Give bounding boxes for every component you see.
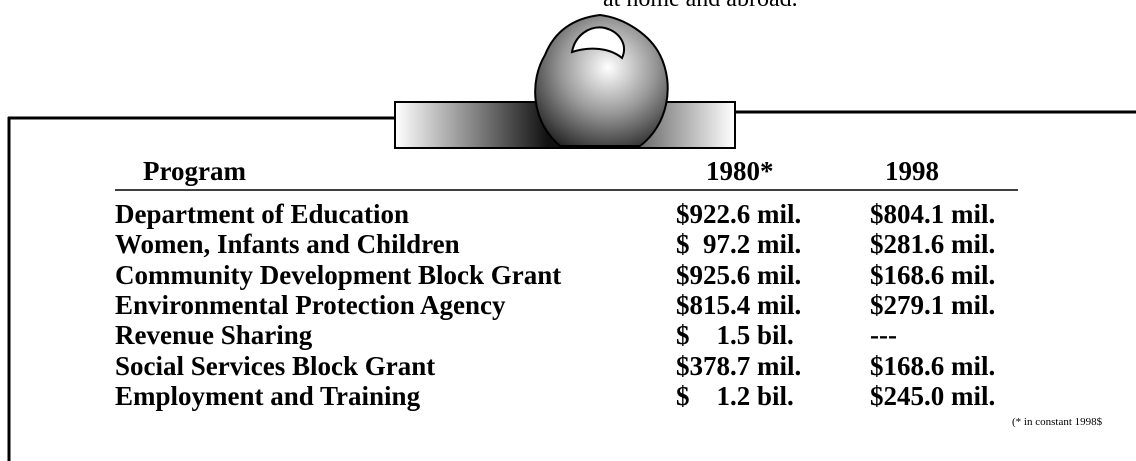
column-header: 1980* xyxy=(706,156,774,187)
header-text: at home and abroad. xyxy=(603,0,798,13)
footnote: (* in constant 1998$ xyxy=(1012,416,1102,428)
value-1980: $ 1.5 bil. xyxy=(676,320,794,350)
value-1980: $922.6 mil. xyxy=(676,199,801,229)
value-1998: $168.6 mil. xyxy=(870,351,995,381)
value-1980: $378.7 mil. xyxy=(676,351,801,381)
value-1980: $815.4 mil. xyxy=(676,290,801,320)
column-header: 1998 xyxy=(885,156,939,187)
value-1998: $281.6 mil. xyxy=(870,229,995,259)
value-1998: $279.1 mil. xyxy=(870,290,995,320)
column-header: Program xyxy=(143,156,246,187)
program-name: Environmental Protection Agency xyxy=(115,290,505,320)
value-1998: --- xyxy=(870,320,897,350)
value-1998: $168.6 mil. xyxy=(870,260,995,290)
program-name: Employment and Training xyxy=(115,381,420,411)
program-name: Revenue Sharing xyxy=(115,320,312,350)
page: at home and abroad. Program 1980* 1998 D… xyxy=(0,0,1136,461)
program-name: Community Development Block Grant xyxy=(115,260,561,290)
program-name: Social Services Block Grant xyxy=(115,351,435,381)
value-1980: $ 97.2 mil. xyxy=(676,229,801,259)
value-1980: $925.6 mil. xyxy=(676,260,801,290)
value-1980: $ 1.2 bil. xyxy=(676,381,794,411)
value-1998: $245.0 mil. xyxy=(870,381,995,411)
value-1998: $804.1 mil. xyxy=(870,199,995,229)
program-name: Women, Infants and Children xyxy=(115,229,460,259)
program-name: Department of Education xyxy=(115,199,409,229)
